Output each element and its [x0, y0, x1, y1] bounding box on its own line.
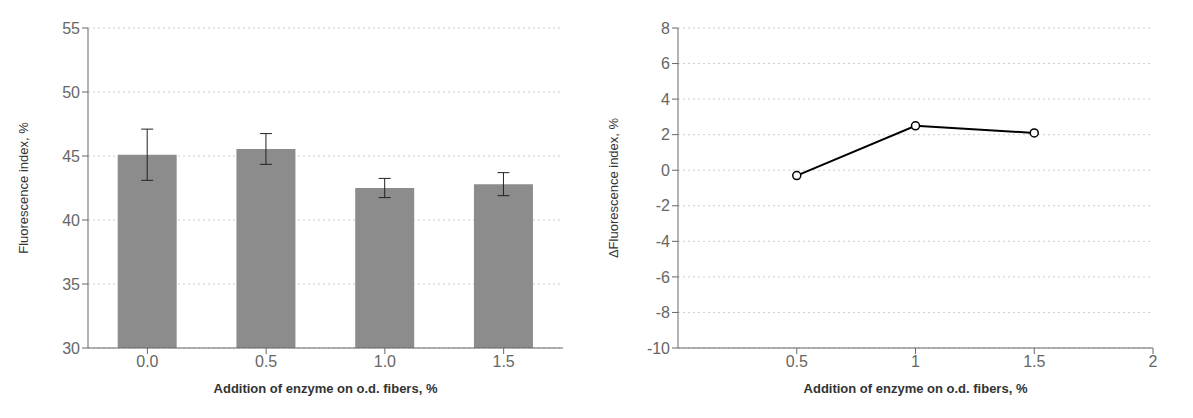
svg-text:45: 45 — [62, 148, 80, 165]
svg-text:ΔFluorescence index, %: ΔFluorescence index, % — [606, 117, 621, 258]
svg-text:1.0: 1.0 — [374, 353, 396, 370]
svg-text:Fluorescence index, %: Fluorescence index, % — [16, 122, 31, 254]
svg-text:8: 8 — [661, 20, 670, 37]
svg-text:-2: -2 — [656, 197, 670, 214]
svg-text:55: 55 — [62, 20, 80, 37]
svg-text:6: 6 — [661, 55, 670, 72]
svg-text:0.0: 0.0 — [136, 353, 158, 370]
svg-text:1.5: 1.5 — [493, 353, 515, 370]
svg-text:-4: -4 — [656, 233, 670, 250]
svg-text:Addition of enzyme on o.d. fib: Addition of enzyme on o.d. fibers, % — [214, 381, 438, 396]
svg-text:-10: -10 — [647, 340, 670, 357]
svg-text:Addition of enzyme on o.d. fib: Addition of enzyme on o.d. fibers, % — [804, 381, 1028, 396]
svg-text:50: 50 — [62, 84, 80, 101]
svg-text:2: 2 — [661, 126, 670, 143]
svg-text:0.5: 0.5 — [255, 353, 277, 370]
svg-text:40: 40 — [62, 212, 80, 229]
svg-text:35: 35 — [62, 276, 80, 293]
svg-text:30: 30 — [62, 340, 80, 357]
svg-text:4: 4 — [661, 91, 670, 108]
svg-text:0: 0 — [661, 162, 670, 179]
svg-text:-6: -6 — [656, 269, 670, 286]
svg-text:1.5: 1.5 — [1023, 353, 1045, 370]
svg-text:0.5: 0.5 — [786, 353, 808, 370]
svg-text:2: 2 — [1149, 353, 1158, 370]
svg-text:1: 1 — [911, 353, 920, 370]
svg-text:-8: -8 — [656, 304, 670, 321]
